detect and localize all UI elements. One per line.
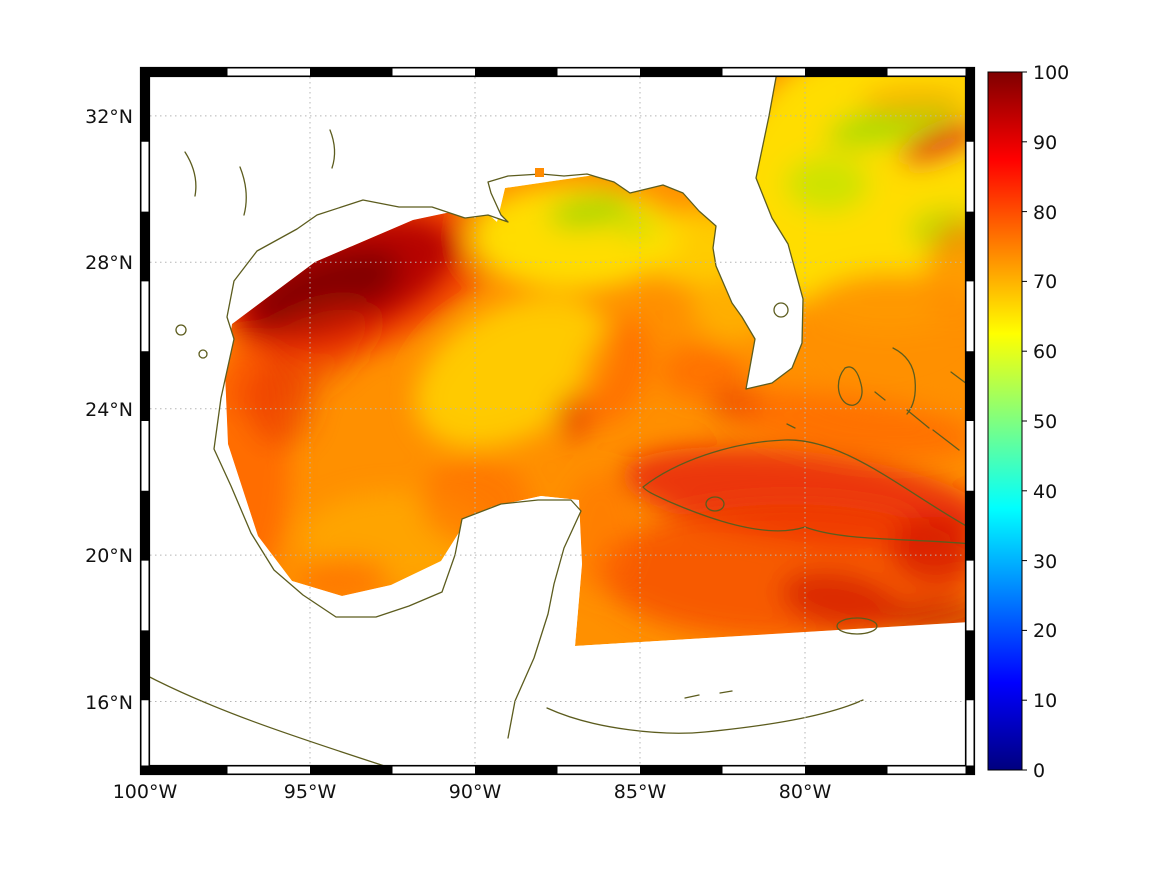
colorbar-gradient [987,71,1023,771]
bahamas-eleuthera-coastline [892,347,916,415]
gridlines [145,72,970,770]
bay-island-coastline [684,694,700,699]
lat-tick-label: 16°N [85,692,133,714]
colorbar-tick-label: 80 [1033,202,1057,224]
lat-tick-label: 28°N [85,252,133,274]
colorbar-tick-label: 70 [1033,271,1057,293]
colorbar-tick-label: 90 [1033,132,1057,154]
cuba-coastline [642,439,970,545]
lat-tick-label: 20°N [85,545,133,567]
colorbar-tick-label: 20 [1033,620,1057,642]
pacific-coastline [145,673,399,770]
bahamas-long-island-coastline [932,429,960,451]
lon-axis: 100°W 95°W 90°W 85°W 80°W [113,781,832,803]
colorbar-ticks [1022,71,1027,771]
mexico-lake2 [198,349,208,359]
land-mask [145,72,803,770]
lon-tick-label: 80°W [779,781,832,803]
bahamas-andros-coastline [837,366,863,406]
colorbar-tick-label: 0 [1033,760,1045,782]
map-plot [145,72,970,770]
lon-tick-label: 95°W [284,781,337,803]
bay-island2-coastline [719,690,733,694]
lon-tick-label: 85°W [614,781,667,803]
cay-sal-coastline [786,423,796,429]
mexico-lake1 [175,324,187,336]
honduras-coastline [546,699,864,734]
lat-tick-label: 32°N [85,106,133,128]
bahamas-cay-coastline [950,371,968,385]
bahamas-small-cay-coastline [874,391,886,401]
lon-tick-label: 90°W [449,781,502,803]
lat-tick-label: 24°N [85,399,133,421]
colorbar-tick-label: 50 [1033,411,1057,433]
lat-axis: 32°N 28°N 24°N 20°N 16°N [85,106,133,714]
coastlines [145,72,970,770]
colorbar-tick-label: 40 [1033,481,1057,503]
lake-okeechobee [773,302,789,318]
colorbar-tick-label: 60 [1033,341,1057,363]
lon-tick-label: 100°W [113,781,178,803]
colorbar: 100 90 80 70 60 50 40 30 20 10 0 [987,62,1069,782]
coastal-data-cell [535,168,544,177]
louisiana-river [329,129,336,169]
colorbar-labels: 100 90 80 70 60 50 40 30 20 10 0 [1033,62,1069,782]
jamaica-coastline [836,617,878,635]
texas-river1 [184,151,197,197]
texas-river2 [239,166,247,216]
colorbar-tick-label: 10 [1033,690,1057,712]
mainland-coastline [213,72,804,739]
isla-juventud-coastline [705,496,725,512]
colorbar-tick-label: 30 [1033,551,1057,573]
map-frame [139,66,976,776]
bahamas-exuma-coastline [906,409,930,429]
colorbar-tick-label: 100 [1033,62,1069,84]
